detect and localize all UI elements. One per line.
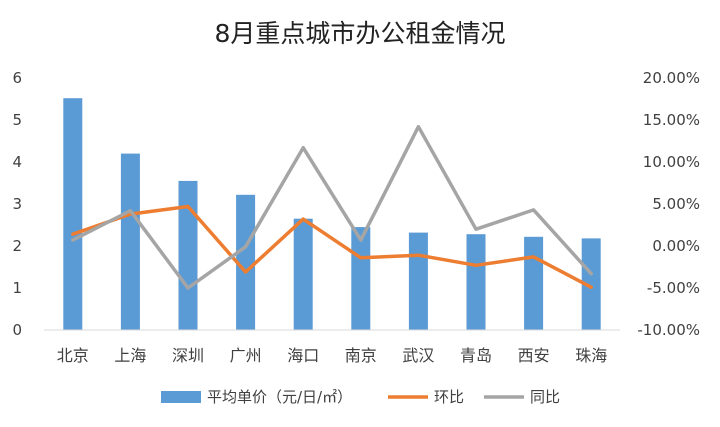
right-tick-label: 20.00% bbox=[643, 69, 700, 87]
left-axis-ticks: 0 1 2 3 4 5 6 bbox=[12, 69, 22, 339]
x-axis-category-labels: 北京 上海 深圳 广州 海口 南京 武汉 青岛 西安 珠海 bbox=[57, 346, 607, 365]
category-label: 珠海 bbox=[575, 346, 607, 365]
right-tick-label: 0.00% bbox=[652, 237, 700, 255]
bar-上海 bbox=[120, 153, 140, 330]
category-label: 南京 bbox=[345, 346, 377, 365]
right-axis-ticks: -10.00% -5.00% 0.00% 5.00% 10.00% 15.00% 20.00… bbox=[637, 69, 700, 339]
line-series bbox=[71, 124, 593, 290]
right-tick-label: 15.00% bbox=[643, 111, 700, 129]
left-tick-label: 1 bbox=[12, 279, 22, 297]
left-tick-label: 3 bbox=[12, 195, 22, 213]
category-label: 武汉 bbox=[402, 346, 434, 365]
left-tick-label: 5 bbox=[12, 111, 22, 129]
legend-label: 同比 bbox=[530, 388, 560, 406]
line-mom bbox=[71, 204, 593, 289]
right-tick-label: 5.00% bbox=[652, 195, 700, 213]
line-yoy bbox=[71, 124, 593, 290]
right-tick-label: 10.00% bbox=[643, 153, 700, 171]
legend: 平均单价（元/日/㎡） 环比 同比 bbox=[161, 388, 560, 406]
bar-西安 bbox=[524, 236, 544, 330]
category-label: 海口 bbox=[287, 346, 319, 365]
category-label: 广州 bbox=[230, 346, 262, 365]
category-label: 青岛 bbox=[460, 346, 492, 365]
legend-swatch-bar bbox=[161, 391, 201, 403]
bar-珠海 bbox=[581, 238, 601, 330]
right-tick-label: -5.00% bbox=[647, 279, 700, 297]
legend-label: 环比 bbox=[434, 388, 464, 406]
legend-label: 平均单价（元/日/㎡） bbox=[207, 388, 352, 406]
category-label: 北京 bbox=[57, 346, 89, 365]
chart-title: 8月重点城市办公租金情况 bbox=[215, 19, 506, 48]
bar-广州 bbox=[236, 194, 256, 330]
left-tick-label: 2 bbox=[12, 237, 22, 255]
bar-南京 bbox=[351, 227, 371, 330]
category-label: 西安 bbox=[518, 346, 550, 365]
left-tick-label: 0 bbox=[12, 321, 22, 339]
category-label: 深圳 bbox=[172, 346, 204, 365]
left-tick-label: 4 bbox=[12, 153, 22, 171]
bar-武汉 bbox=[408, 232, 428, 330]
right-tick-label: -10.00% bbox=[637, 321, 700, 339]
bar-海口 bbox=[293, 218, 313, 330]
bar-青岛 bbox=[466, 234, 486, 330]
bar-北京 bbox=[63, 98, 83, 330]
left-tick-label: 6 bbox=[12, 69, 22, 87]
category-label: 上海 bbox=[114, 346, 146, 365]
bar-series bbox=[63, 98, 601, 330]
bar-深圳 bbox=[178, 180, 198, 330]
